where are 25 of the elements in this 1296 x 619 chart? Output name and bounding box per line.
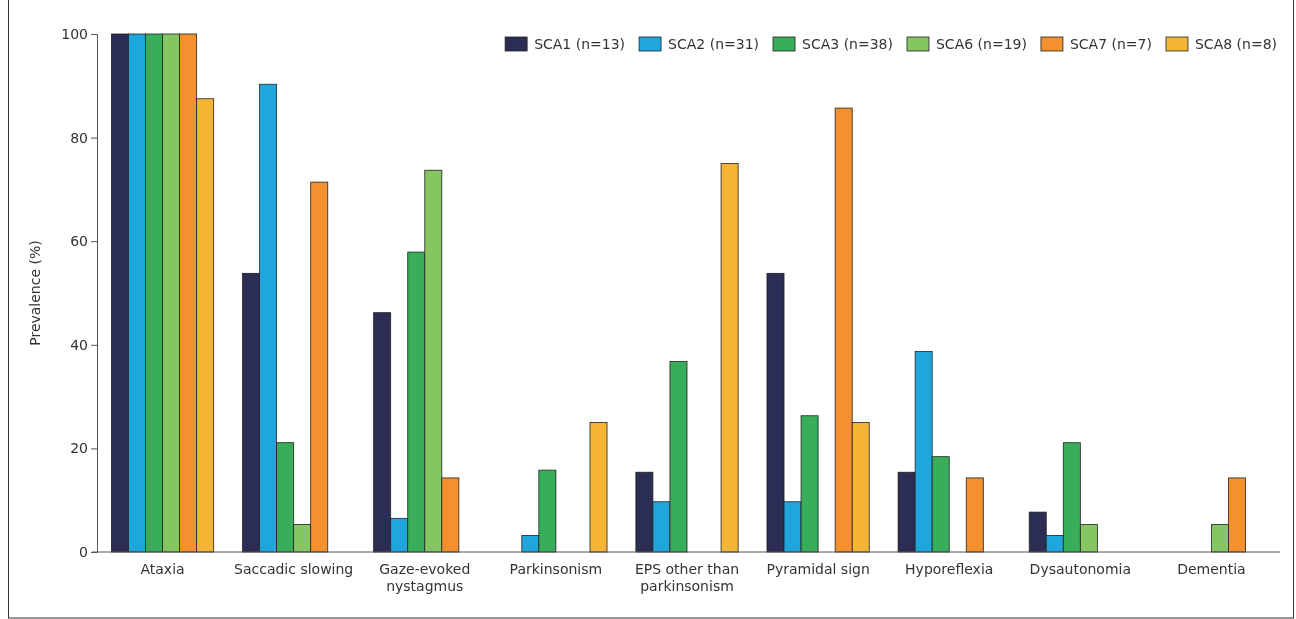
x-tick-label: Dementia <box>1177 561 1246 577</box>
x-tick-label: Gaze-evoked nystagmus <box>379 561 471 594</box>
y-tick-label: 80 <box>70 129 88 146</box>
bar <box>965 477 984 553</box>
x-tick-label: EPS other than parkinsonism <box>634 561 740 594</box>
y-tick-label: 0 <box>79 543 88 560</box>
y-tick-label: 100 <box>61 25 88 42</box>
y-tick-label: 20 <box>70 440 88 457</box>
x-tick-label: Saccadic slowing <box>234 561 354 577</box>
x-tick-label: Pyramidal sign <box>766 561 870 577</box>
x-tick-label: Dysautonomia <box>1029 561 1132 577</box>
x-tick-label: Hyporeflexia <box>905 561 994 577</box>
legend-label: SCA7 (n=7) <box>1069 36 1152 52</box>
x-tick-label: Ataxia <box>140 561 185 577</box>
bar <box>589 422 608 553</box>
legend-label: SCA3 (n=38) <box>802 36 893 52</box>
y-axis-title: Prevalence (%) <box>27 240 43 346</box>
legend-label: SCA8 (n=8) <box>1194 36 1277 52</box>
legend-label: SCA1 (n=13) <box>534 36 626 52</box>
x-tick-label: Parkinsonism <box>509 561 603 577</box>
y-tick-label: 60 <box>70 233 88 250</box>
y-tick-label: 40 <box>70 336 88 353</box>
bar <box>720 163 739 553</box>
legend-label: SCA2 (n=31) <box>668 36 760 52</box>
legend-label: SCA6 (n=19) <box>935 36 1027 52</box>
